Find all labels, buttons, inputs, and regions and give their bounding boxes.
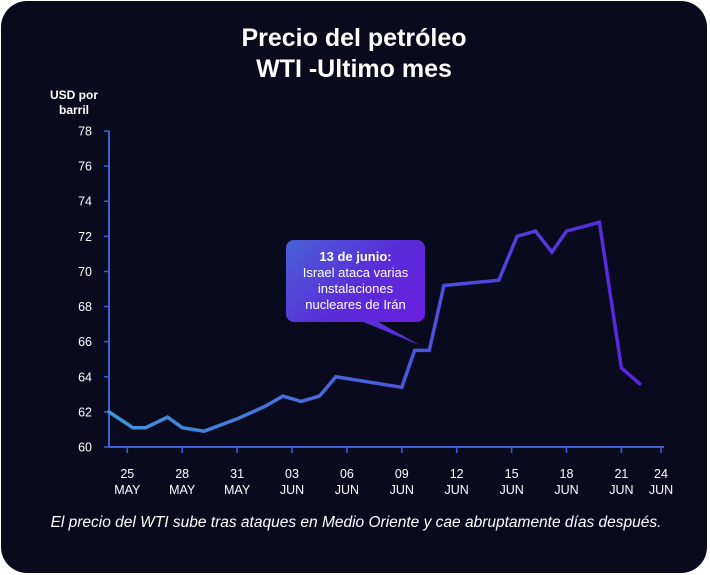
x-tick-label: 18: [560, 467, 574, 481]
y-tick: 78: [78, 125, 109, 139]
x-tick: 12 JUN: [445, 447, 469, 497]
x-tick-label: JUN: [280, 483, 304, 497]
annotation-box: 13 de junio: Israel ataca varias instala…: [286, 240, 425, 322]
y-tick-label: 66: [78, 335, 92, 349]
y-axis-label-line-1: USD por: [50, 88, 98, 102]
x-tick-label: JUN: [445, 483, 469, 497]
x-tick-label: 06: [340, 467, 354, 481]
x-tick-label: JUN: [390, 483, 414, 497]
x-tick-label: JUN: [554, 483, 578, 497]
wti-price-line: [107, 220, 642, 434]
x-tick: 06 JUN: [335, 447, 359, 497]
y-tick-label: 76: [78, 160, 92, 174]
x-tick-label: MAY: [114, 483, 141, 497]
annotation-line-1: Israel ataca varias: [302, 265, 409, 280]
x-tick-label: JUN: [499, 483, 523, 497]
y-tick: 76: [78, 160, 109, 174]
x-ticks: 25 MAY 28 MAY 31 MAY 03 JUN 06 JUN 09 JUN 12 JUN 15 JUN…: [114, 447, 673, 497]
x-tick: 09 JUN: [390, 447, 414, 497]
y-tick-label: 74: [78, 195, 92, 209]
y-tick: 62: [78, 405, 109, 419]
axes: [108, 131, 664, 448]
y-tick: 70: [78, 265, 109, 279]
x-tick: 21 JUN: [609, 447, 634, 497]
y-tick-label: 62: [78, 405, 92, 419]
annotation-line-3: nucleares de Irán: [305, 297, 406, 312]
x-tick: 15 JUN: [499, 447, 524, 497]
y-tick: 64: [78, 370, 109, 384]
x-tick-label: MAY: [169, 483, 196, 497]
y-tick-label: 70: [78, 265, 92, 279]
x-tick-label: 24: [654, 467, 668, 481]
x-tick: 25 MAY: [114, 447, 141, 497]
annotation-line-2: instalaciones: [317, 281, 394, 296]
x-tick-label: JUN: [335, 483, 359, 497]
x-tick-label: 25: [120, 467, 134, 481]
chart-title-line-1: Precio del petróleo: [241, 24, 467, 52]
y-tick-label: 78: [78, 125, 92, 139]
y-axis-label-line-2: barril: [58, 103, 89, 117]
y-axis-label: USD por barril: [39, 88, 109, 118]
x-tick: 28 MAY: [169, 447, 196, 497]
annotation-title: 13 de junio:: [319, 249, 392, 264]
chart-caption: El precio del WTI sube tras ataques en M…: [50, 514, 662, 531]
x-tick-label: 15: [505, 467, 519, 481]
y-tick-label: 72: [78, 230, 92, 244]
y-tick: 72: [78, 230, 109, 244]
chart-title-line-2: WTI -Ultimo mes: [256, 55, 452, 83]
x-tick: 31 MAY: [224, 447, 251, 497]
annotation-arrow: [356, 319, 421, 346]
x-tick-label: JUN: [649, 483, 673, 497]
x-tick-label: 21: [614, 467, 628, 481]
y-tick-label: 64: [78, 370, 92, 384]
x-tick-label: 09: [395, 467, 409, 481]
y-tick: 68: [78, 300, 109, 314]
y-ticks: 60 62 64 66 68 70 72 74 76 78: [78, 125, 109, 455]
x-tick: 24 JUN: [649, 447, 673, 497]
y-tick: 66: [78, 335, 109, 349]
x-tick: 03 JUN: [280, 447, 304, 497]
y-tick: 74: [78, 195, 109, 209]
y-tick-label: 60: [78, 441, 92, 455]
x-tick-label: MAY: [224, 483, 251, 497]
x-tick-label: JUN: [609, 483, 633, 497]
x-tick-label: 31: [230, 467, 244, 481]
y-tick-label: 68: [78, 300, 92, 314]
x-tick: 18 JUN: [554, 447, 579, 497]
x-tick-label: 03: [285, 467, 299, 481]
chart-title: Precio del petróleo WTI -Ultimo mes: [1, 23, 707, 85]
x-tick-label: 28: [175, 467, 189, 481]
y-tick: 60: [78, 441, 109, 455]
annotation-pointer: [356, 319, 421, 346]
series: [107, 220, 642, 434]
x-tick-label: 12: [450, 467, 464, 481]
